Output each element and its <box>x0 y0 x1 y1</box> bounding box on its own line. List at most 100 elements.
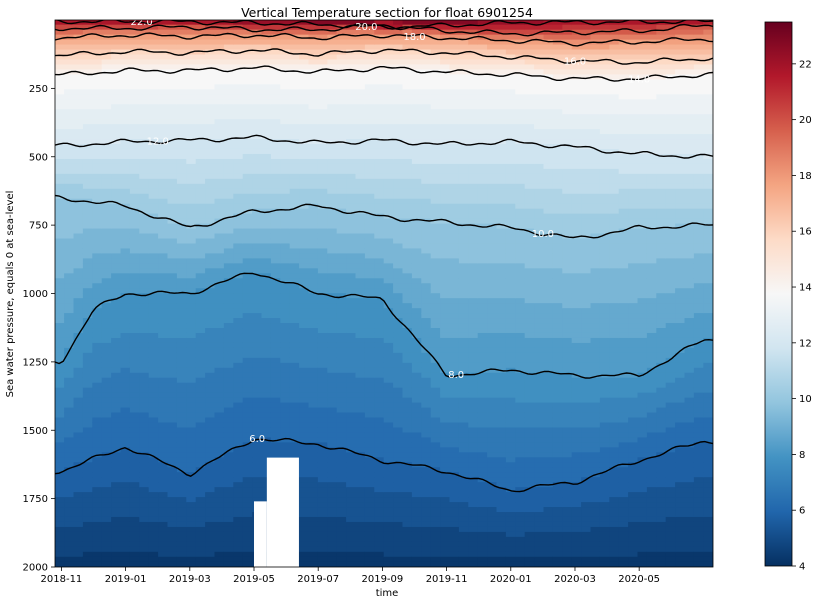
temperature-cell <box>158 124 169 130</box>
temperature-cell <box>195 64 206 71</box>
temperature-cell <box>402 367 413 374</box>
temperature-cell <box>374 332 385 339</box>
temperature-cell <box>120 303 131 309</box>
temperature-cell <box>449 452 460 458</box>
temperature-cell <box>261 109 272 115</box>
temperature-cell <box>55 293 65 299</box>
temperature-cell <box>129 148 140 155</box>
temperature-cell <box>299 223 310 230</box>
temperature-cell <box>299 24 310 31</box>
temperature-cell <box>73 59 84 66</box>
temperature-cell <box>252 328 263 334</box>
temperature-cell <box>393 203 404 210</box>
temperature-cell <box>364 402 375 409</box>
temperature-cell <box>402 109 413 115</box>
temperature-cell <box>261 372 272 379</box>
temperature-cell <box>92 372 103 379</box>
temperature-cell <box>92 432 103 439</box>
temperature-cell <box>280 347 291 354</box>
temperature-cell <box>336 74 347 80</box>
temperature-cell <box>421 328 432 334</box>
temperature-cell <box>308 288 319 294</box>
temperature-cell <box>55 342 65 349</box>
temperature-cell <box>430 74 441 80</box>
temperature-cell <box>176 337 187 344</box>
temperature-cell <box>327 173 338 180</box>
temperature-cell <box>440 467 451 473</box>
temperature-cell <box>158 253 169 259</box>
temperature-cell <box>233 114 244 120</box>
temperature-cell <box>223 69 234 75</box>
temperature-cell <box>205 526 216 533</box>
temperature-cell <box>308 163 319 170</box>
temperature-cell <box>176 367 187 374</box>
temperature-cell <box>449 308 460 314</box>
temperature-cell <box>364 263 375 269</box>
temperature-cell <box>101 536 112 543</box>
temperature-cell <box>101 278 112 284</box>
temperature-cell <box>317 526 328 533</box>
temperature-cell <box>280 352 291 359</box>
temperature-cell <box>64 278 75 284</box>
temperature-cell <box>393 69 404 75</box>
temperature-cell <box>158 308 169 314</box>
temperature-cell <box>299 218 310 225</box>
temperature-cell <box>111 352 122 359</box>
temperature-cell <box>355 502 366 508</box>
temperature-cell <box>327 417 338 424</box>
temperature-cell <box>402 308 413 314</box>
temperature-cell <box>468 417 479 424</box>
temperature-cell <box>223 198 234 205</box>
temperature-cell <box>270 392 281 399</box>
temperature-cell <box>55 213 65 220</box>
temperature-cell <box>82 372 93 379</box>
temperature-cell <box>82 337 93 344</box>
temperature-cell <box>195 44 206 51</box>
temperature-cell <box>223 119 234 125</box>
temperature-cell <box>308 218 319 225</box>
temperature-cell <box>449 248 460 255</box>
temperature-cell <box>214 546 225 553</box>
temperature-cell <box>242 382 253 389</box>
temperature-cell <box>176 79 187 85</box>
temperature-cell <box>129 313 140 319</box>
temperature-cell <box>73 382 84 389</box>
temperature-cell <box>64 551 75 558</box>
temperature-cell <box>346 163 357 170</box>
temperature-cell <box>92 407 103 414</box>
temperature-cell <box>421 104 432 110</box>
temperature-cell <box>336 457 347 463</box>
temperature-cell <box>214 357 225 364</box>
temperature-cell <box>336 472 347 478</box>
temperature-cell <box>101 253 112 259</box>
temperature-cell <box>468 457 479 463</box>
temperature-cell <box>64 452 75 458</box>
temperature-cell <box>167 352 178 359</box>
temperature-cell <box>129 521 140 528</box>
temperature-cell <box>233 94 244 100</box>
temperature-cell <box>317 372 328 379</box>
temperature-cell <box>120 29 131 36</box>
temperature-cell <box>82 153 93 160</box>
temperature-cell <box>364 367 375 374</box>
temperature-cell <box>449 422 460 429</box>
temperature-cell <box>468 114 479 120</box>
temperature-cell <box>458 437 469 443</box>
temperature-cell <box>223 213 234 220</box>
temperature-cell <box>233 402 244 409</box>
temperature-cell <box>252 59 263 66</box>
temperature-cell <box>139 94 150 100</box>
temperature-cell <box>421 546 432 553</box>
temperature-cell <box>205 49 216 56</box>
temperature-cell <box>364 258 375 264</box>
temperature-cell <box>205 188 216 195</box>
temperature-cell <box>167 243 178 250</box>
temperature-cell <box>92 298 103 304</box>
temperature-cell <box>364 472 375 478</box>
temperature-cell <box>411 188 422 195</box>
temperature-cell <box>393 109 404 115</box>
temperature-cell <box>129 144 140 150</box>
temperature-cell <box>101 134 112 140</box>
temperature-cell <box>430 502 441 508</box>
temperature-cell <box>223 536 234 543</box>
